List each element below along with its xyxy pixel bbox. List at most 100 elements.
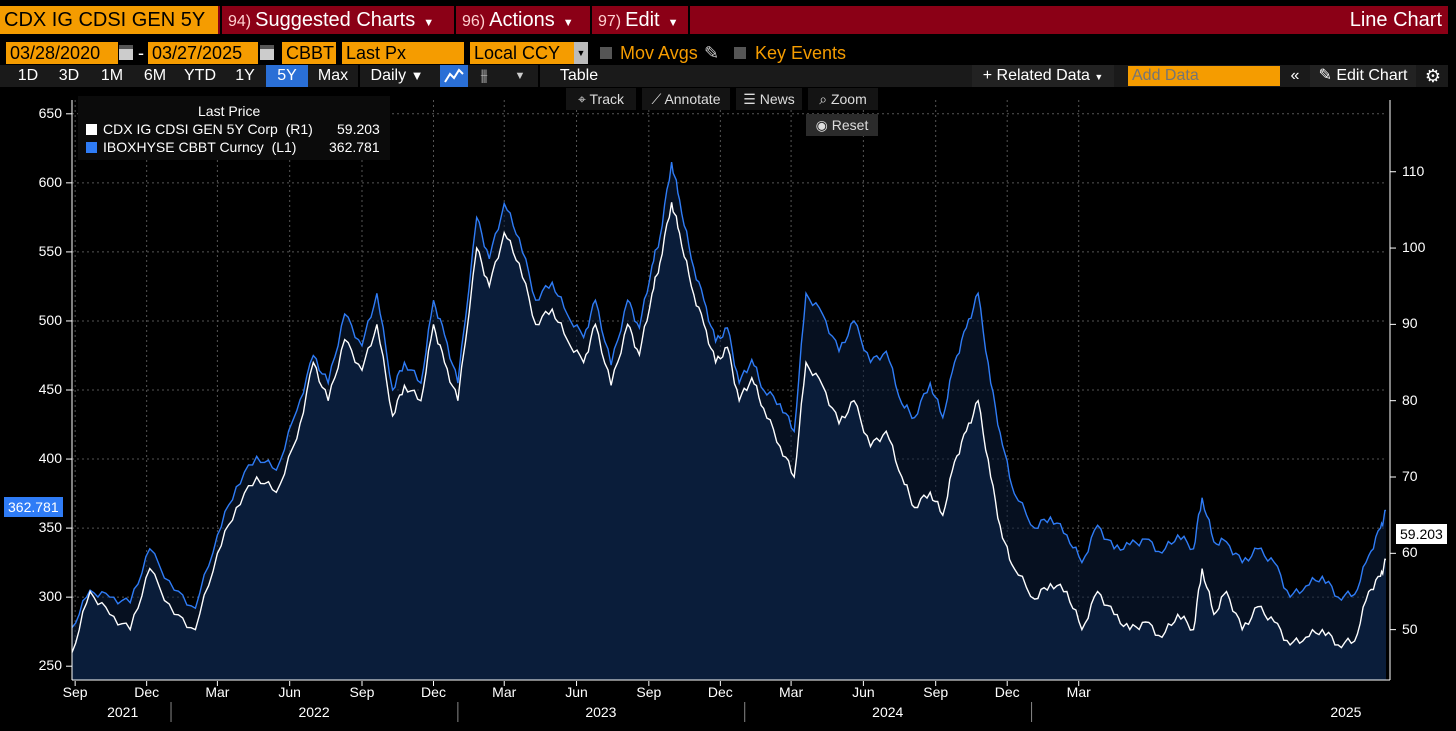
field-input[interactable]: Last Px <box>342 42 464 64</box>
x-tick-label: Jun <box>565 684 588 700</box>
key-events-checkbox[interactable] <box>734 47 746 59</box>
news-tool[interactable]: ☰ News <box>736 88 802 110</box>
suggested-charts-menu[interactable]: 94) Suggested Charts ▼ <box>228 6 434 34</box>
y-right-tick-label: 110 <box>1402 162 1425 179</box>
annotate-icon: ⟋ <box>651 91 662 107</box>
y-right-tick-label: 70 <box>1402 468 1418 484</box>
reset-button[interactable]: ◉ Reset <box>806 114 878 136</box>
mov-avgs-checkbox[interactable] <box>600 47 612 59</box>
y-right-tick-label: 60 <box>1402 544 1418 561</box>
title-divider <box>590 6 592 34</box>
zoom-label: Zoom <box>830 91 867 107</box>
menu-number: 97) <box>598 13 622 30</box>
y-left-tick-label: 550 <box>38 242 62 259</box>
chart-series-lines <box>71 161 1387 653</box>
y-left-tick-label: 600 <box>38 173 62 190</box>
chart-type-label: Line Chart <box>1349 9 1442 31</box>
edit-chart-button[interactable]: ✎ Edit Chart <box>1310 65 1416 87</box>
y-left-tick-label: 400 <box>38 450 62 467</box>
menu-label: Suggested Charts <box>255 9 416 31</box>
gear-icon[interactable]: ⚙ <box>1424 66 1442 86</box>
pencil-icon[interactable]: ✎ <box>704 43 720 63</box>
toolbar-divider <box>538 65 540 87</box>
y-right-tick-label: 50 <box>1402 620 1418 637</box>
x-tick-label: Jun <box>278 684 301 700</box>
bar-chart-icon[interactable]: ⫵ <box>480 67 488 84</box>
calendar-icon[interactable] <box>119 45 133 60</box>
year-label: 2022 <box>298 704 330 720</box>
mov-avgs-label[interactable]: Mov Avgs <box>620 43 698 63</box>
x-tick-label: Mar <box>1066 684 1091 700</box>
news-icon: ☰ <box>743 91 756 107</box>
year-label: 2024 <box>872 704 904 720</box>
y-left-tick-label: 300 <box>38 588 62 605</box>
y-right-tick-label: 90 <box>1402 315 1418 332</box>
x-tick-label: Sep <box>923 684 949 700</box>
caret-down-icon: ▼ <box>1094 72 1104 82</box>
x-tick-label: Mar <box>779 684 804 700</box>
calendar-icon[interactable] <box>260 45 274 60</box>
x-tick-label: Dec <box>707 684 733 700</box>
series-line-cdx <box>71 202 1387 653</box>
plus-icon: + <box>982 67 993 84</box>
y-right-tick-label: 80 <box>1402 391 1418 408</box>
x-tick-label: Sep <box>62 684 88 700</box>
add-data-input[interactable] <box>1128 66 1280 86</box>
period-5y-button[interactable]: 5Y <box>266 65 308 87</box>
legend-value-cdx: 59.203 <box>337 121 380 137</box>
currency-select[interactable]: Local CCY <box>470 42 574 64</box>
y-left-tick-label: 250 <box>38 657 62 674</box>
menu-number: 96) <box>462 13 486 30</box>
collapse-icon[interactable]: « <box>1290 67 1300 84</box>
y-left-tick-label: 350 <box>38 519 62 536</box>
frequency-label: Daily <box>370 67 407 84</box>
source-input[interactable]: CBBT <box>282 42 336 64</box>
edit-menu[interactable]: 97) Edit ▼ <box>598 6 678 34</box>
title-divider <box>454 6 456 34</box>
last-value-flag-right: 59.203 <box>1396 524 1447 544</box>
chart-axes <box>66 100 1396 722</box>
y-left-tick-label: 650 <box>38 104 62 121</box>
caret-down-icon: ▼ <box>410 68 424 83</box>
x-tick-label: Jun <box>852 684 875 700</box>
track-tool[interactable]: ⌖ Track <box>566 88 636 110</box>
period-3d-button[interactable]: 3D <box>58 67 80 84</box>
period-1d-button[interactable]: 1D <box>17 67 39 84</box>
annotate-tool[interactable]: ⟋ Annotate <box>642 88 730 110</box>
actions-menu[interactable]: 96) Actions ▼ <box>462 6 574 34</box>
track-label: Track <box>589 91 624 107</box>
year-label: 2025 <box>1330 704 1362 720</box>
crosshair-icon: ⌖ <box>577 91 586 107</box>
year-label: 2021 <box>107 704 139 720</box>
zoom-tool[interactable]: ⌕ Zoom <box>808 88 878 110</box>
ticker-field[interactable]: CDX IG CDSI GEN 5Y <box>0 6 218 34</box>
line-chart-icon[interactable] <box>440 65 468 87</box>
y-left-tick-label: 500 <box>38 311 62 328</box>
chart-legend <box>78 96 390 160</box>
x-tick-label: Dec <box>421 684 446 700</box>
y-left-tick-label: 450 <box>38 381 62 397</box>
legend-entry-iboxhyse: IBOXHYSE CBBT Curncy (L1) <box>103 139 297 155</box>
period-6m-button[interactable]: 6M <box>143 67 167 84</box>
toolbar-divider <box>358 65 360 87</box>
table-button[interactable]: Table <box>559 67 599 84</box>
related-data-button[interactable]: + Related Data ▼ <box>972 65 1114 87</box>
legend-swatch-cdx <box>86 124 97 135</box>
start-date-input[interactable]: 03/28/2020 <box>6 42 118 64</box>
dropdown-arrow-icon[interactable]: ▼ <box>574 42 588 64</box>
chart-type-dropdown-icon[interactable]: ▼ <box>514 70 526 82</box>
date-dash: - <box>138 43 144 63</box>
period-1y-button[interactable]: 1Y <box>235 67 255 84</box>
x-tick-label: Mar <box>205 684 230 700</box>
period-max-button[interactable]: Max <box>317 67 349 84</box>
frequency-select[interactable]: Daily ▼ <box>362 65 432 87</box>
chart-area-fills <box>72 162 1386 681</box>
period-1m-button[interactable]: 1M <box>100 67 124 84</box>
title-bar <box>0 6 1448 34</box>
key-events-label[interactable]: Key Events <box>755 43 847 63</box>
end-date-input[interactable]: 03/27/2025 <box>148 42 258 64</box>
menu-label: Actions <box>489 9 555 31</box>
y-right-tick-label: 100 <box>1402 239 1426 256</box>
period-ytd-button[interactable]: YTD <box>184 67 216 84</box>
zoom-icon: ⌕ <box>819 91 828 107</box>
